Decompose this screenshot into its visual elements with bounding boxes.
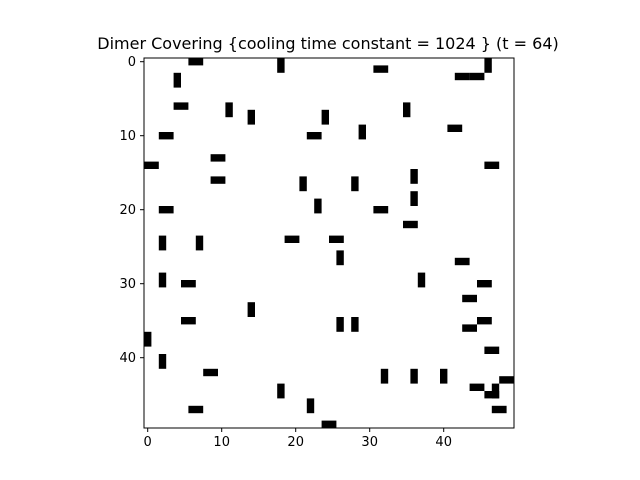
dimer-horizontal-3 <box>469 72 485 81</box>
dimer-horizontal-0 <box>188 58 204 66</box>
plot-area <box>143 57 515 429</box>
dimer-vertical-0 <box>277 58 285 73</box>
dimer-vertical-7 <box>358 124 366 140</box>
dimer-horizontal-9 <box>210 154 226 162</box>
dimer-vertical-8 <box>299 176 307 192</box>
dimer-horizontal-17 <box>454 257 470 266</box>
dimer-vertical-16 <box>158 272 167 288</box>
dimer-horizontal-20 <box>462 294 477 303</box>
x-axis: 0 10 20 30 40 <box>144 428 452 450</box>
dimer-vertical-23 <box>380 368 389 384</box>
plot-frame <box>143 57 515 429</box>
dimer-horizontal-2 <box>454 72 470 81</box>
chart-title: Dimer Covering {cooling time constant = … <box>97 34 559 53</box>
dimer-vertical-22 <box>158 354 167 369</box>
dimer-horizontal-24 <box>484 346 500 354</box>
dimer-horizontal-25 <box>203 368 218 377</box>
dimer-horizontal-6 <box>306 132 322 140</box>
dimer-vertical-25 <box>440 368 448 384</box>
dimer-vertical-28 <box>306 398 315 414</box>
y-tick-label-3: 30 <box>119 277 136 292</box>
dimer-vertical-12 <box>314 198 322 214</box>
dimer-horizontal-8 <box>144 161 159 169</box>
dimer-horizontal-23 <box>462 324 477 332</box>
dimer-horizontal-7 <box>447 124 463 132</box>
dimer-vertical-11 <box>410 191 418 206</box>
dimer-vertical-27 <box>277 383 285 399</box>
dimer-vertical-21 <box>144 331 152 347</box>
dimer-vertical-4 <box>247 109 255 125</box>
y-tick-label-2: 20 <box>119 203 136 218</box>
dimer-horizontal-4 <box>173 102 189 110</box>
dimer-horizontal-21 <box>181 317 196 325</box>
dimer-horizontal-1 <box>373 65 389 73</box>
dimer-horizontal-27 <box>469 383 485 391</box>
dimer-horizontal-29 <box>188 405 204 414</box>
x-tick-label-2: 20 <box>287 435 304 450</box>
dimer-vertical-15 <box>195 235 204 251</box>
dimer-horizontal-30 <box>491 405 507 414</box>
x-tick-label-4: 40 <box>435 435 452 450</box>
dimer-layer <box>144 58 514 428</box>
dimer-vertical-1 <box>484 58 492 73</box>
x-tick-label-1: 10 <box>213 435 230 450</box>
dimer-vertical-2 <box>173 72 181 88</box>
dimer-horizontal-5 <box>158 132 174 140</box>
dimer-vertical-9 <box>351 176 359 192</box>
dimer-horizontal-15 <box>284 235 300 243</box>
x-tick-label-0: 0 <box>144 435 152 450</box>
dimer-vertical-24 <box>410 368 418 384</box>
y-axis: 0 10 20 30 40 <box>119 55 144 366</box>
dimer-vertical-17 <box>417 272 426 288</box>
y-tick-label-4: 40 <box>119 351 136 366</box>
dimer-horizontal-26 <box>499 376 514 384</box>
dimer-horizontal-13 <box>373 206 389 214</box>
dimer-vertical-6 <box>403 102 411 118</box>
y-tick-label-0: 0 <box>128 55 136 70</box>
dimer-horizontal-31 <box>321 420 337 428</box>
dimer-vertical-13 <box>336 250 344 266</box>
dimer-vertical-19 <box>336 317 344 332</box>
x-tick-label-3: 30 <box>361 435 378 450</box>
dimer-horizontal-19 <box>477 280 492 288</box>
dimer-vertical-5 <box>321 109 329 125</box>
dimer-vertical-10 <box>410 169 418 184</box>
dimer-horizontal-12 <box>158 206 174 214</box>
dimer-horizontal-10 <box>484 161 500 169</box>
dimer-vertical-14 <box>158 235 167 251</box>
dimer-horizontal-16 <box>329 235 344 243</box>
dimer-horizontal-22 <box>477 317 492 325</box>
dimer-vertical-18 <box>247 302 255 317</box>
dimer-vertical-26 <box>491 383 500 399</box>
dimer-horizontal-14 <box>403 220 418 229</box>
y-tick-label-1: 10 <box>119 129 136 144</box>
dimer-vertical-20 <box>351 317 359 332</box>
dimer-horizontal-11 <box>210 176 226 184</box>
dimer-horizontal-18 <box>181 280 196 288</box>
dimer-vertical-3 <box>225 102 233 118</box>
